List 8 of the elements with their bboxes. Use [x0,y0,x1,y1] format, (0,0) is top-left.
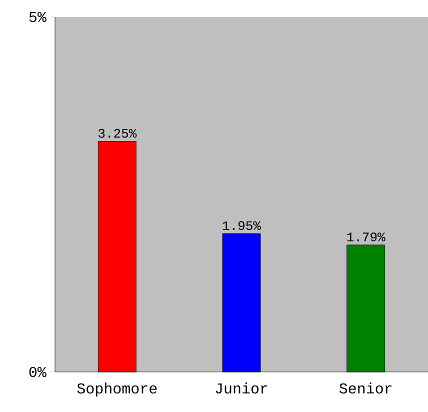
data-label: 3.25% [98,128,137,138]
y-tick-label: 5% [29,12,46,22]
y-tick-label: 0% [29,366,46,378]
x-tick-label: Junior [216,382,268,394]
data-label: 1.79% [347,232,386,242]
data-label: 1.95% [222,221,262,230]
x-tick-label: Senior [339,382,392,394]
x-tick-label: Sophomore [77,382,157,397]
